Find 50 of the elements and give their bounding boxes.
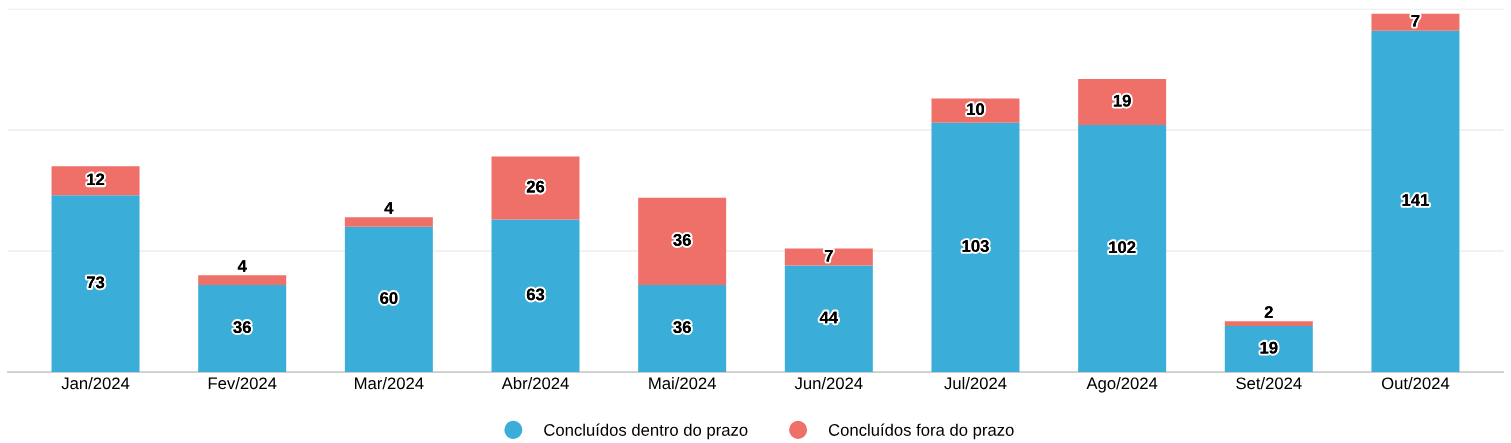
bar [784, 248, 873, 266]
bar [198, 275, 287, 285]
x-tick-label: Jul/2024 [944, 376, 1007, 390]
bar [1224, 326, 1313, 373]
data-label: 36 [673, 321, 691, 334]
data-label: 12 [87, 173, 105, 186]
x-tick-label: Abr/2024 [501, 376, 569, 390]
data-label: 4 [237, 260, 247, 272]
legend-label: Concluídos dentro do prazo [544, 423, 748, 440]
data-label: 2 [1264, 306, 1273, 318]
x-tick-label: Out/2024 [1381, 376, 1450, 390]
data-label: 7 [1411, 15, 1420, 27]
data-label: 4 [384, 202, 394, 214]
data-label: 73 [87, 276, 105, 289]
bar [638, 197, 727, 285]
data-label: 141 [1402, 194, 1429, 206]
data-label: 36 [233, 321, 251, 334]
bar [51, 195, 140, 373]
bar [1078, 79, 1167, 126]
data-label: 36 [673, 234, 691, 246]
x-tick-label: Jun/2024 [794, 376, 863, 390]
data-label: 19 [1260, 341, 1278, 354]
bar [1371, 13, 1460, 31]
bar [1224, 321, 1313, 327]
x-tick-label: Ago/2024 [1086, 376, 1158, 393]
data-label: 103 [962, 240, 989, 252]
data-label: 44 [819, 311, 839, 324]
x-tick-label: Fev/2024 [208, 376, 277, 390]
data-label: 63 [526, 288, 545, 301]
bar [784, 265, 873, 373]
bar [198, 284, 287, 373]
data-label: 7 [824, 249, 833, 262]
bar [1371, 30, 1460, 373]
data-label: 60 [380, 292, 398, 304]
bar [491, 156, 580, 220]
data-label: 10 [967, 103, 985, 116]
bar [491, 219, 580, 373]
x-tick-label: Mar/2024 [355, 376, 424, 390]
data-label: 102 [1109, 241, 1136, 254]
bar [931, 122, 1020, 373]
bar [638, 284, 727, 373]
bar [344, 217, 433, 227]
bar [344, 226, 433, 373]
data-label: 26 [526, 180, 545, 193]
legend-label: Concluídos fora do prazo [828, 423, 1014, 440]
x-tick-label: Set/2024 [1236, 376, 1302, 390]
x-tick-label: Jan/2024 [61, 376, 130, 390]
bar [1078, 125, 1167, 373]
data-label: 19 [1113, 94, 1131, 107]
x-tick-label: Mai/2024 [649, 376, 716, 390]
